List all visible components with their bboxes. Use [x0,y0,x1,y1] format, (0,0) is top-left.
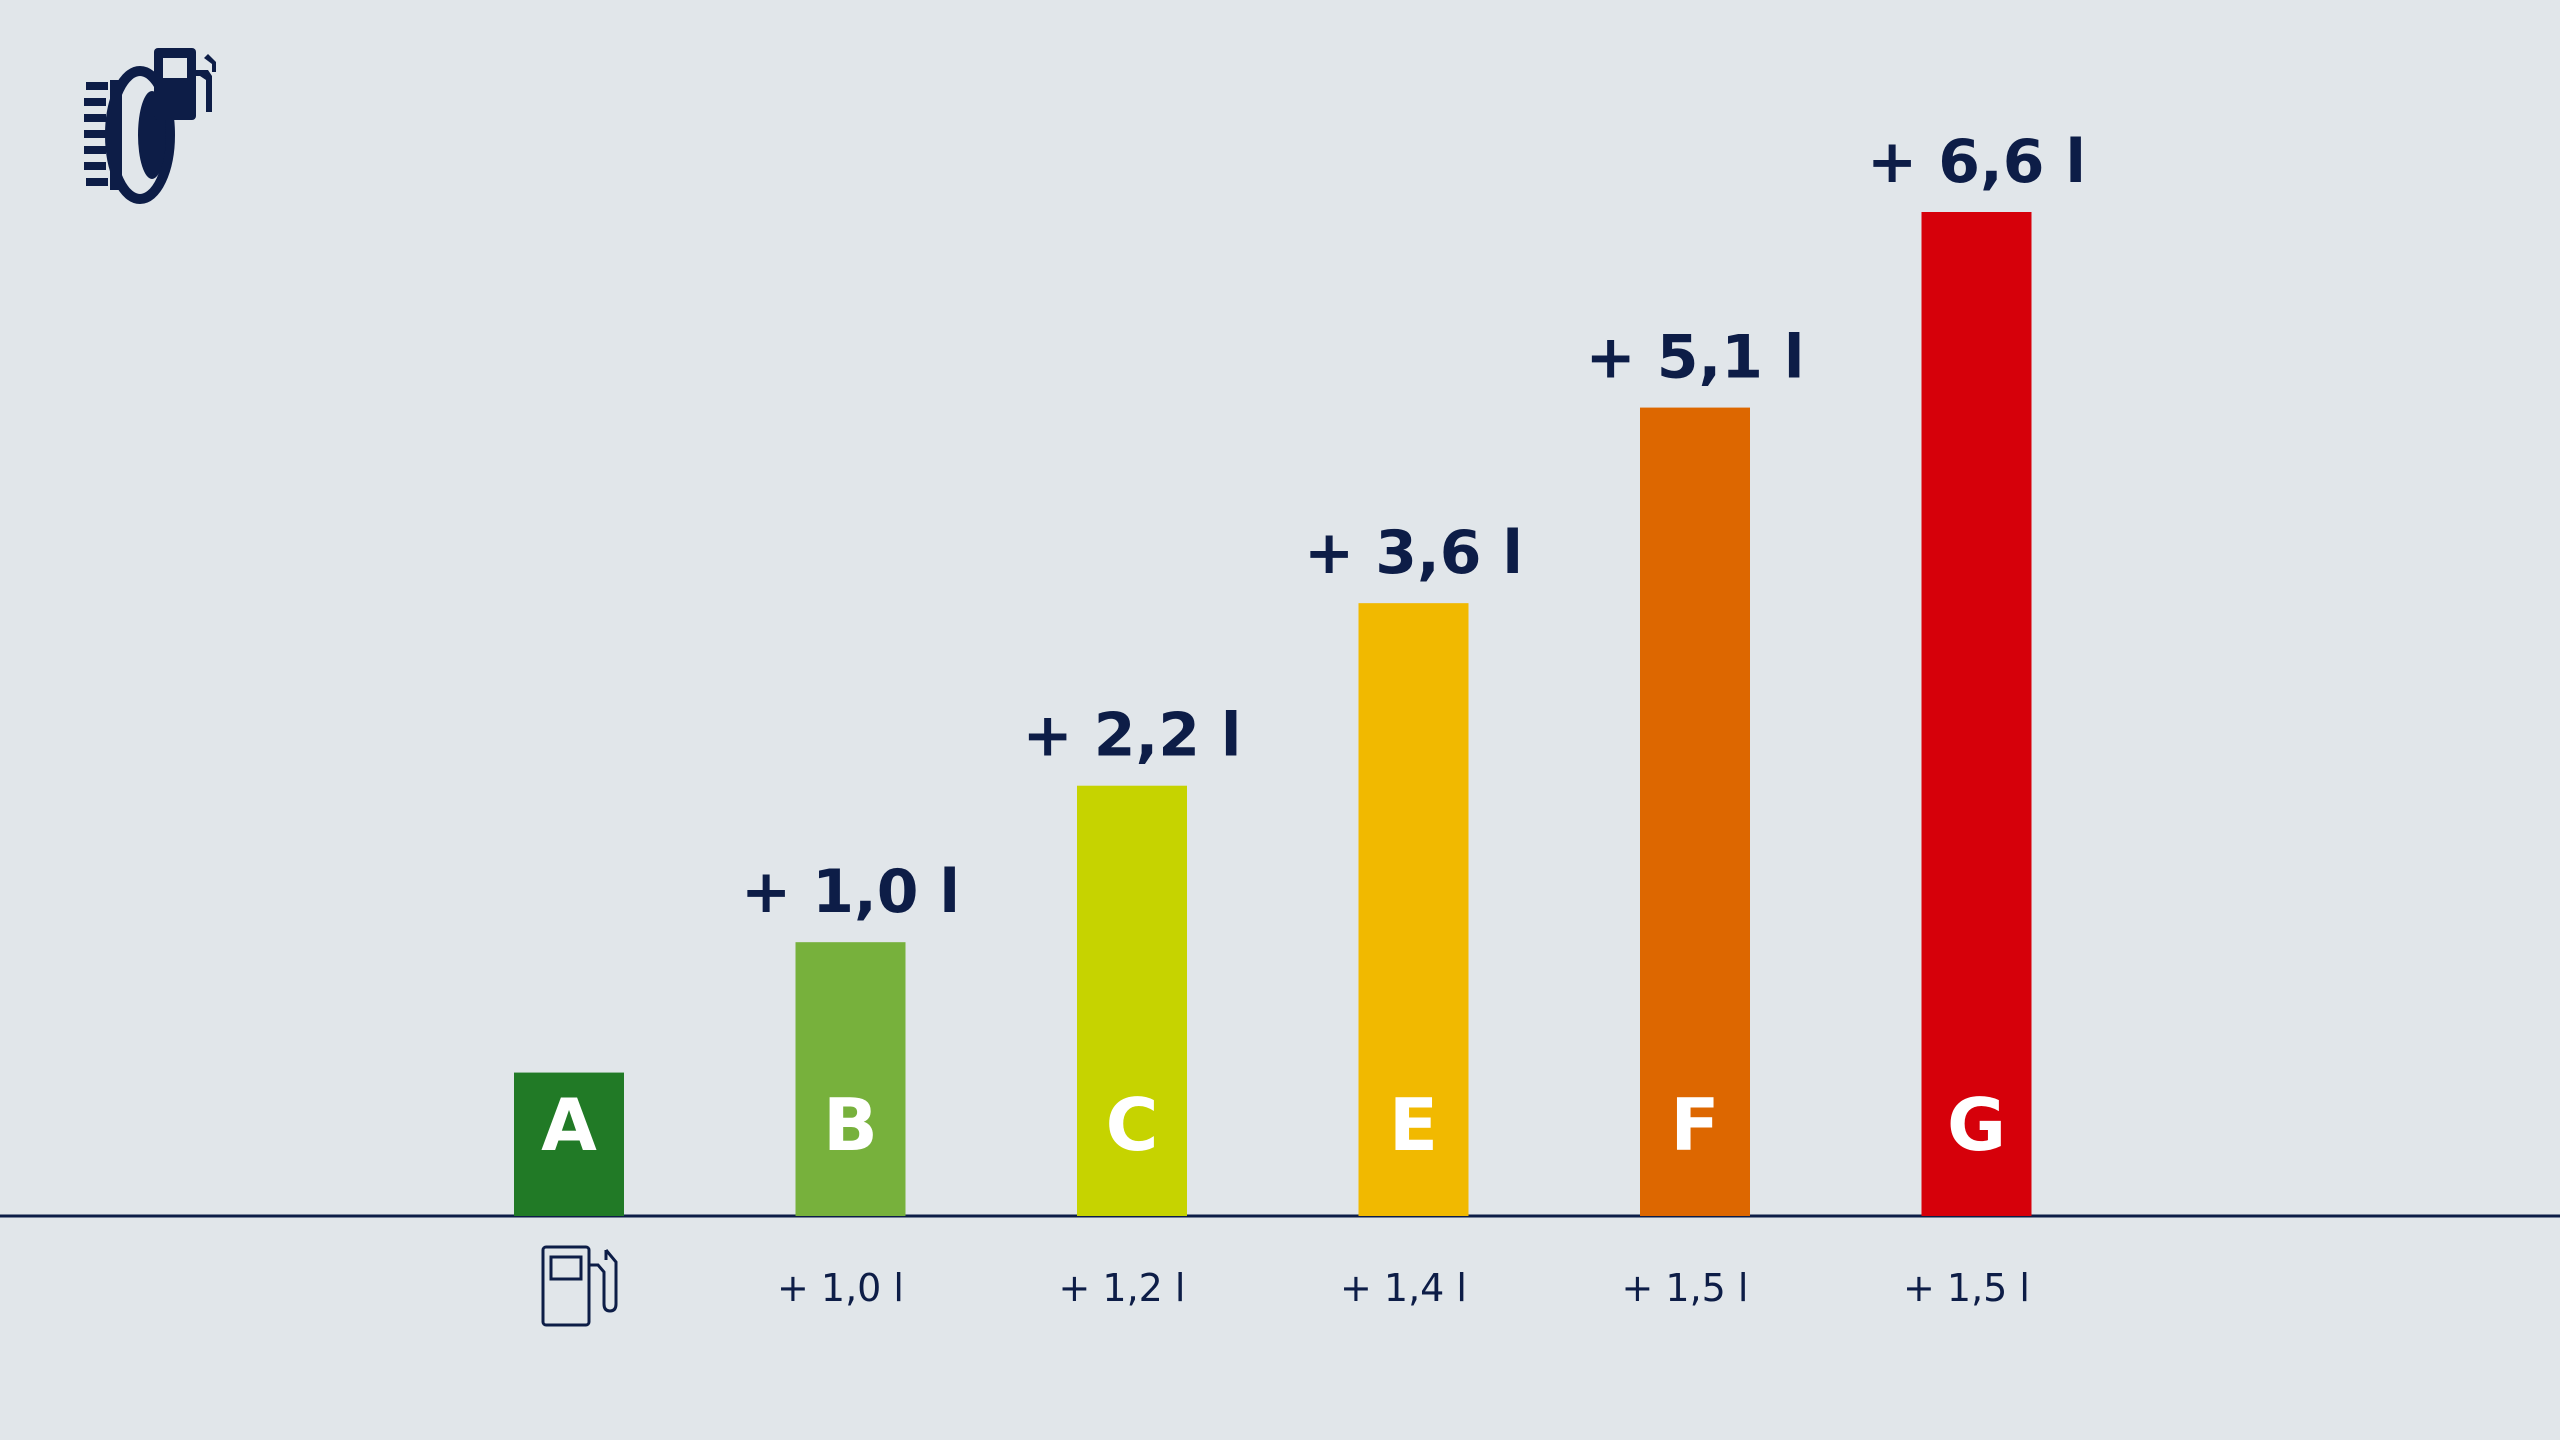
value-label-f: + 5,1 l [1586,323,1805,393]
bar-b [795,942,906,1216]
value-label-g: + 6,6 l [1867,127,2086,197]
value-label-e: + 3,6 l [1304,518,1523,588]
step-label-e: + 1,4 l [1340,1266,1467,1310]
bar-f [1640,407,1750,1216]
step-label-b: + 1,0 l [777,1266,904,1310]
class-label-a: A [541,1083,597,1167]
tire-fuel-icon [84,48,216,204]
value-label-b: + 1,0 l [741,857,960,927]
class-label-g: G [1947,1083,2006,1167]
value-label-c: + 2,2 l [1023,701,1242,771]
step-label-c: + 1,2 l [1059,1266,1186,1310]
step-label-f: + 1,5 l [1622,1266,1749,1310]
bars-group: A B + 1,0 l + 1,0 l C + 2,2 l + 1,2 l E + 3,6 l +… [514,127,2086,1310]
fuel-pump-icon [541,1245,618,1327]
step-label-g: + 1,5 l [1903,1266,2030,1310]
bar-e [1358,603,1469,1216]
bar-c [1077,785,1187,1216]
class-label-b: B [823,1083,878,1167]
class-label-f: F [1670,1083,1719,1167]
class-label-e: E [1389,1083,1438,1167]
class-label-c: C [1106,1083,1159,1167]
bar-g [1921,212,2032,1216]
bar-a [514,1072,624,1216]
